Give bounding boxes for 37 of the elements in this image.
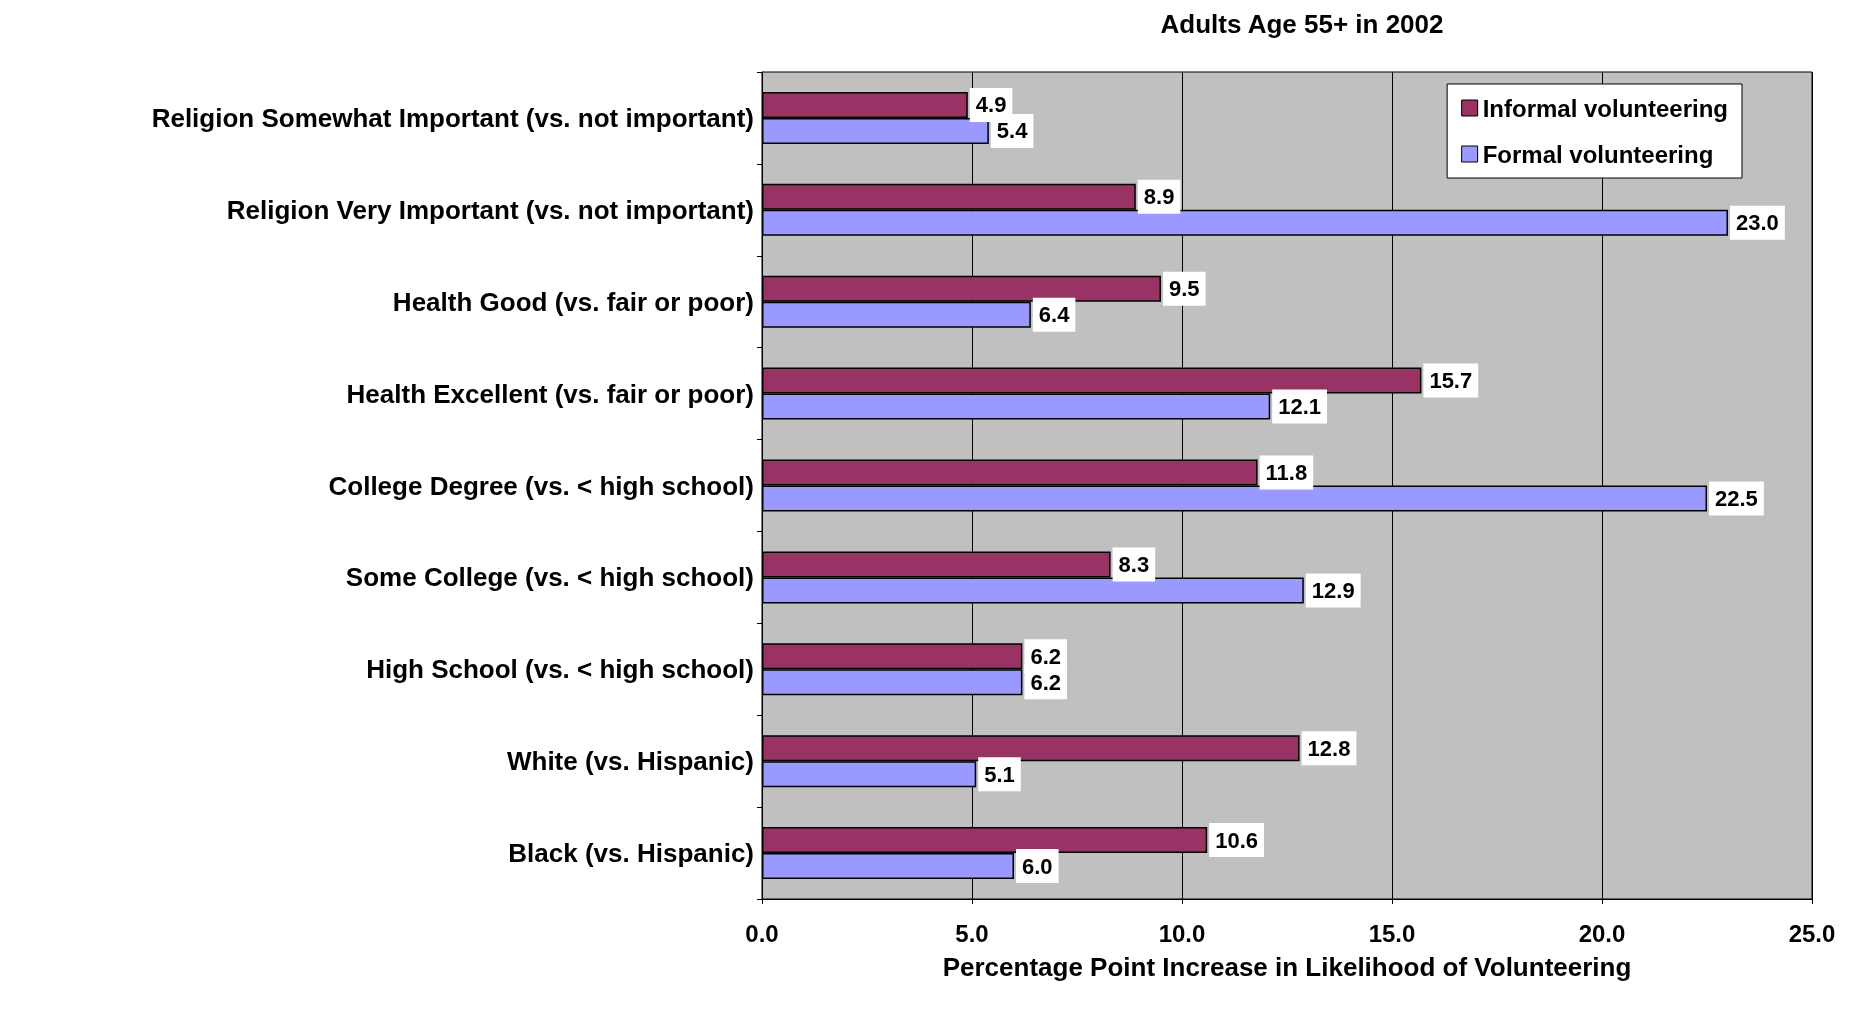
y-tick-label: Religion Very Important (vs. not important): [226, 194, 754, 225]
x-tick-label: 0.0: [745, 919, 779, 947]
y-tick-label: Health Good (vs. fair or poor): [392, 286, 754, 317]
data-label: 6.0: [1022, 853, 1053, 879]
y-tick-label: College Degree (vs. < high school): [328, 470, 754, 501]
data-label: 12.9: [1311, 577, 1355, 603]
legend-label: Informal volunteering: [1482, 94, 1728, 122]
data-label: 8.9: [1143, 184, 1175, 210]
data-label: 12.1: [1278, 394, 1322, 420]
x-tick-label: 5.0: [955, 919, 989, 947]
data-label: 6.4: [1038, 302, 1071, 328]
data-label: 22.5: [1715, 486, 1758, 511]
data-label: 11.8: [1265, 460, 1308, 485]
data-label: 12.8: [1307, 735, 1351, 761]
y-tick-label: White (vs. Hispanic): [506, 746, 754, 777]
data-label: 4.9: [975, 92, 1007, 118]
x-tick-label: 15.0: [1368, 919, 1416, 947]
data-label: 9.5: [1169, 276, 1200, 302]
y-tick-label: High School (vs. < high school): [366, 654, 754, 685]
y-tick-label: Religion Somewhat Important (vs. not important): [151, 102, 754, 133]
legend-label: Formal volunteering: [1482, 140, 1714, 168]
data-label: 10.6: [1215, 827, 1259, 853]
data-label: 5.1: [984, 761, 1015, 787]
x-tick-label: 20.0: [1578, 919, 1626, 947]
data-label: 5.4: [996, 118, 1029, 144]
data-label: 8.3: [1118, 551, 1150, 577]
data-label: 15.7: [1429, 368, 1473, 394]
data-label: 6.2: [1030, 669, 1061, 695]
chart-title: Adults Age 55+ in 2002: [1160, 9, 1444, 39]
data-label: 23.0: [1736, 210, 1779, 236]
y-tick-label: Black (vs. Hispanic): [508, 838, 754, 869]
y-tick-label: Health Excellent (vs. fair or poor): [346, 378, 754, 409]
x-tick-label: 25.0: [1788, 919, 1836, 947]
x-axis-title: Percentage Point Increase in Likelihood of Volunteering: [942, 952, 1632, 982]
y-tick-label: Some College (vs. < high school): [345, 562, 754, 593]
x-tick-label: 10.0: [1158, 919, 1206, 947]
data-label: 6.2: [1030, 643, 1061, 669]
